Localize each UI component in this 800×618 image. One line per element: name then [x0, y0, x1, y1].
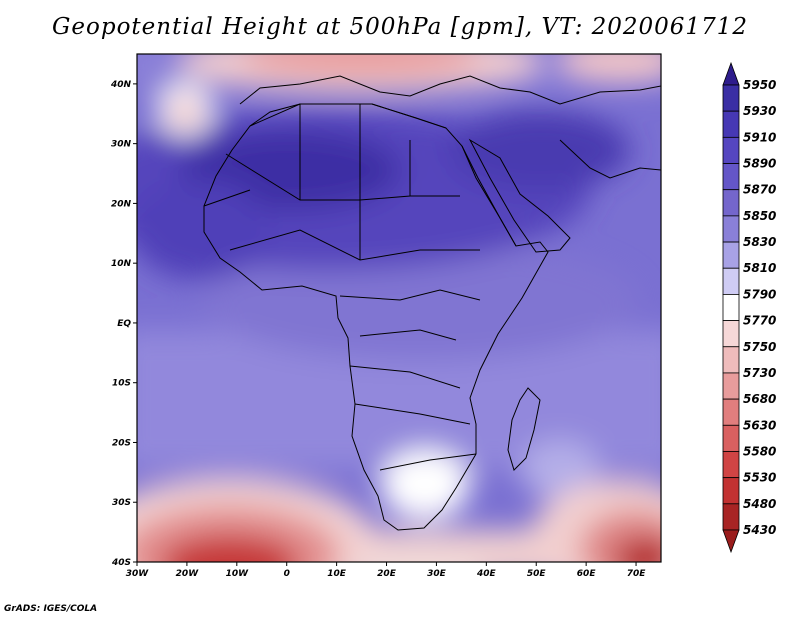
height-field	[137, 54, 661, 562]
colorbar-swatch	[722, 372, 740, 400]
mediterranean-south	[249, 103, 447, 129]
map-title: Geopotential Height at 500hPa [gpm], VT:…	[52, 14, 748, 40]
lon-tick-label: 10E	[327, 569, 347, 579]
coastlines	[203, 75, 661, 531]
grads-credit: GrADS: IGES/COLA	[4, 604, 98, 614]
colorbar-label: 5630	[743, 418, 776, 432]
lon-tick-label: 60E	[577, 569, 597, 579]
lon-tick-label: 20W	[176, 569, 200, 579]
lat-tick-label: 10N	[111, 259, 132, 269]
colorbar-swatch	[722, 84, 740, 112]
map-frame	[136, 53, 662, 563]
colorbar-swatch	[722, 477, 740, 505]
colorbar-swatch	[722, 163, 740, 191]
colorbar-swatch	[722, 451, 740, 479]
colorbar-label: 5750	[743, 340, 776, 354]
colorbar-swatch	[722, 267, 740, 295]
borders-north	[203, 104, 480, 261]
colorbar-label: 5810	[743, 261, 776, 275]
colorbar-label: 5950	[743, 78, 776, 92]
axis-ticks: 30W 20W 10W 0 10E 20E 30E 40E 50E 60E 70E 40N 30N 20N…	[110, 80, 646, 579]
colorbar-swatch	[722, 241, 740, 269]
lon-tick-label: 50E	[527, 569, 547, 579]
lon-tick-label: 30W	[126, 569, 150, 579]
colorbar-swatch	[722, 346, 740, 374]
colorbar-label: 5480	[743, 497, 776, 511]
lon-tick-label: 30E	[427, 569, 447, 579]
colorbar-label: 5850	[743, 209, 776, 223]
lat-tick-label: 30S	[112, 498, 131, 508]
colorbar-label: 5430	[743, 523, 776, 537]
colorbar-label: 5870	[743, 183, 776, 197]
colorbar-label: 5790	[743, 287, 776, 301]
lon-tick-label: 20E	[377, 569, 397, 579]
colorbar: 5950 5930 5910 5890 5870 5850 5830 5810 5790 5770…	[722, 61, 776, 554]
colorbar-swatch	[722, 189, 740, 217]
colorbar-swatch	[722, 215, 740, 243]
colorbar-swatch	[722, 320, 740, 348]
madagascar-coastline	[507, 387, 541, 471]
colorbar-label: 5580	[743, 444, 776, 458]
colorbar-top-arrow	[722, 61, 740, 86]
colorbar-bottom-arrow	[722, 529, 740, 554]
colorbar-swatch	[722, 424, 740, 452]
lat-tick-label: 10S	[112, 379, 131, 389]
colorbar-label: 5680	[743, 392, 776, 406]
colorbar-swatch	[722, 398, 740, 426]
colorbar-swatch	[722, 110, 740, 138]
colorbar-label: 5730	[743, 366, 776, 380]
lat-tick-label: 20N	[111, 199, 132, 209]
lon-tick-label: 10W	[226, 569, 250, 579]
colorbar-label: 5530	[743, 471, 776, 485]
europe-coastline	[239, 75, 661, 105]
colorbar-label: 5910	[743, 130, 776, 144]
colorbar-label: 5830	[743, 235, 776, 249]
red-sea	[461, 145, 517, 247]
colorbar-swatch	[722, 503, 740, 531]
lon-tick-label: 0	[284, 569, 290, 579]
lat-tick-label: 40S	[111, 558, 131, 568]
arabia-coastline	[468, 138, 571, 253]
lat-tick-label: 40N	[110, 80, 132, 90]
colorbar-label: 5890	[743, 157, 776, 171]
colorbar-swatch	[722, 136, 740, 164]
lat-tick-label: EQ	[117, 319, 131, 329]
colorbar-label: 5770	[743, 314, 776, 328]
lon-tick-label: 40E	[476, 569, 497, 579]
lat-tick-label: 20S	[112, 438, 131, 448]
colorbar-label: 5930	[743, 104, 776, 118]
borders-central	[339, 289, 481, 471]
colorbar-swatch	[722, 294, 740, 321]
persian-gulf	[559, 139, 661, 179]
lon-tick-label: 70E	[627, 569, 647, 579]
lat-tick-label: 30N	[111, 140, 132, 150]
